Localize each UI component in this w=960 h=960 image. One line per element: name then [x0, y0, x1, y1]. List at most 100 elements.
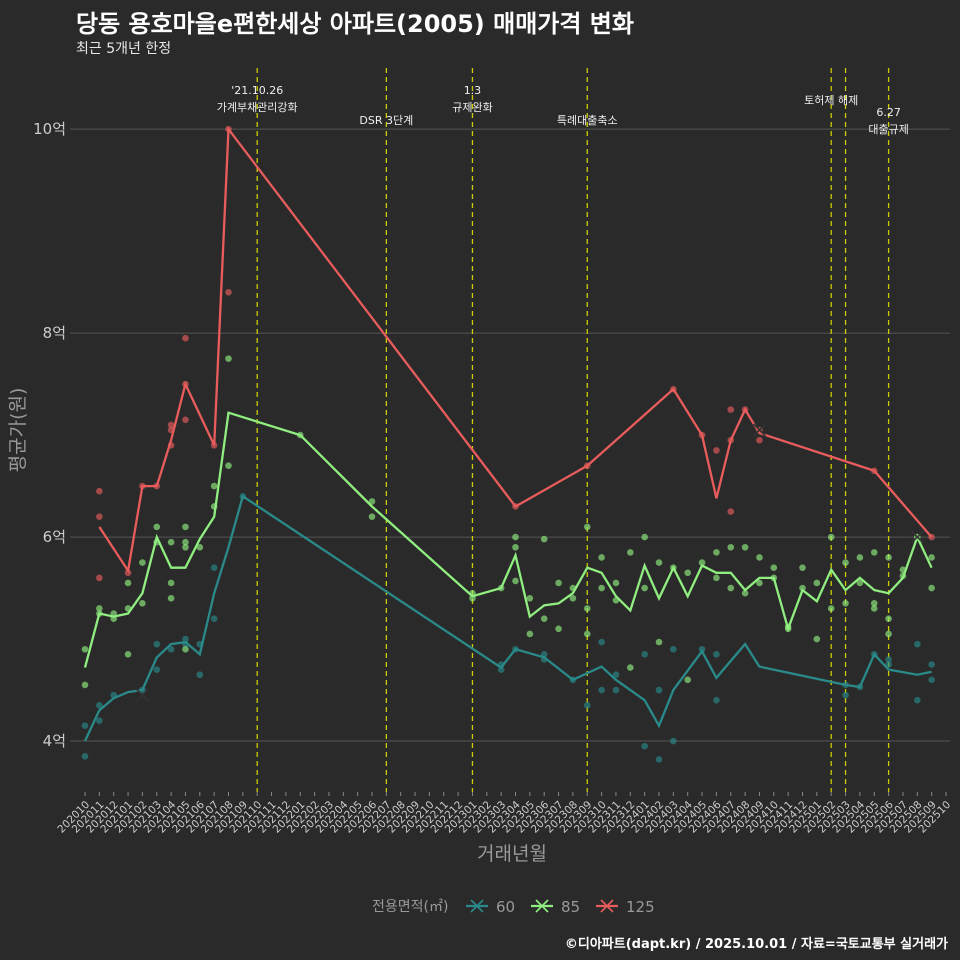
data-point-85 [368, 498, 376, 505]
data-point-60 [210, 615, 218, 622]
data-point-60 [641, 651, 648, 658]
event-annotation: 규제완화 [452, 101, 492, 114]
data-point-60 [81, 722, 89, 730]
y-tick-label: 8억 [43, 324, 66, 342]
legend: 전용면적(㎡) 60 85 125 [372, 898, 655, 916]
data-point-60 [713, 696, 720, 704]
y-tick-label: 10억 [33, 120, 66, 138]
data-point-85 [813, 579, 821, 587]
data-point-85 [182, 538, 189, 546]
data-point-85 [526, 594, 534, 602]
data-point-85 [870, 605, 878, 612]
data-point-60 [655, 686, 663, 694]
data-point-60 [928, 661, 935, 668]
data-point-85 [684, 676, 691, 684]
data-point-85 [756, 554, 763, 561]
data-point-60 [842, 691, 849, 699]
series-line-60 [83, 494, 932, 742]
data-point-125 [713, 447, 720, 454]
legend-label-60: 60 [496, 898, 515, 916]
series-line-85 [83, 411, 933, 668]
data-point-85 [799, 564, 806, 571]
data-point-85 [124, 651, 132, 658]
legend-label-125: 125 [626, 898, 655, 916]
legend-label-85: 85 [561, 898, 580, 916]
data-point-85 [583, 605, 591, 612]
legend-key-marker-125 [600, 899, 614, 913]
chart-subtitle: 최근 5개년 한정 [76, 41, 172, 57]
data-point-125 [167, 421, 175, 429]
event-annotation: 특례대출축소 [557, 114, 618, 127]
data-point-60 [153, 640, 161, 648]
data-point-85 [885, 630, 892, 638]
last-trade-marker-125 [752, 423, 767, 437]
data-point-85 [627, 664, 634, 671]
data-point-85 [167, 579, 175, 587]
legend-title: 전용면적(㎡) [372, 899, 448, 915]
data-point-85 [842, 600, 849, 607]
data-point-85 [368, 513, 376, 520]
data-point-85 [928, 554, 935, 561]
data-point-85 [569, 594, 577, 602]
data-point-85 [655, 559, 663, 566]
data-point-85 [540, 615, 548, 622]
data-point-85 [182, 645, 189, 653]
data-point-85 [770, 564, 778, 571]
data-point-60 [612, 671, 620, 679]
data-point-60 [914, 696, 921, 704]
data-point-85 [827, 605, 835, 612]
data-point-125 [96, 513, 103, 520]
data-point-85 [210, 482, 218, 490]
event-annotation: 토허제 해제 [804, 93, 858, 107]
data-point-60 [598, 686, 605, 694]
data-point-85 [81, 645, 89, 653]
source-footer: ©디아파트(dapt.kr) / 2025.10.01 / 자료=국토교통부 실… [564, 937, 948, 952]
data-point-85 [741, 543, 749, 551]
data-point-125 [182, 416, 189, 424]
data-point-60 [196, 671, 204, 679]
data-point-85 [555, 579, 562, 587]
data-point-85 [512, 543, 519, 551]
y-tick-label: 4억 [43, 732, 66, 750]
data-point-60 [210, 564, 218, 571]
data-point-85 [182, 543, 189, 551]
data-point-85 [698, 559, 706, 566]
data-point-85 [641, 533, 648, 541]
data-point-85 [842, 559, 849, 566]
data-point-60 [655, 756, 663, 763]
data-point-85 [827, 533, 835, 541]
data-point-125 [124, 569, 132, 577]
data-point-85 [641, 584, 648, 592]
data-point-85 [583, 523, 591, 531]
data-point-85 [153, 523, 161, 531]
data-point-85 [555, 625, 562, 633]
data-point-60 [182, 635, 189, 643]
data-point-85 [741, 589, 749, 597]
data-point-85 [928, 584, 935, 592]
data-point-60 [96, 702, 103, 709]
data-point-60 [598, 638, 605, 646]
data-point-85 [799, 584, 806, 592]
data-point-85 [225, 355, 232, 362]
data-point-85 [727, 543, 735, 551]
data-point-125 [727, 508, 735, 515]
data-point-85 [655, 638, 663, 646]
data-point-85 [885, 554, 892, 561]
data-point-60 [928, 676, 935, 684]
data-point-85 [512, 533, 519, 541]
data-point-85 [713, 574, 720, 582]
data-point-125 [96, 487, 103, 495]
event-annotation: '21.10.26 [231, 84, 283, 97]
data-point-85 [512, 577, 519, 585]
data-point-85 [598, 554, 605, 561]
data-point-85 [96, 605, 103, 612]
data-point-85 [598, 584, 605, 592]
data-point-125 [756, 436, 763, 444]
y-tick-label: 6억 [43, 528, 66, 546]
data-point-60 [670, 737, 677, 745]
event-annotation: 6.27 [876, 106, 901, 119]
data-point-60 [885, 656, 892, 663]
event-annotation: DSR 3단계 [359, 114, 413, 127]
legend-key-marker-60 [470, 899, 484, 913]
